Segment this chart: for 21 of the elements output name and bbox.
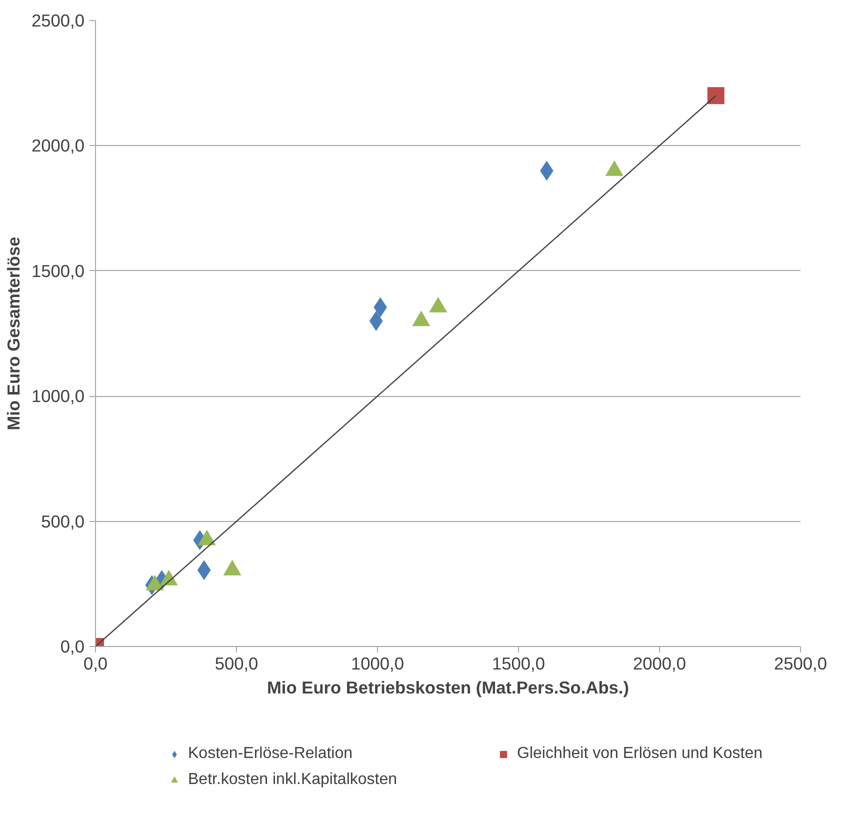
legend-label: Betr.kosten inkl.Kapitalkosten [188,771,398,789]
point [223,560,242,576]
y-tick-label: 1000,0 [32,386,84,406]
y-tick-label: 2500,0 [32,10,84,30]
x-tick-label: 1500,0 [492,654,545,674]
x-tick-label: 2000,0 [633,654,686,674]
x-tick-label: 1000,0 [351,654,404,674]
y-tick-label: 500,0 [41,511,85,532]
x-tick-label: 0,0 [83,654,108,674]
y-tick-label: 1500,0 [32,260,84,281]
y-tick-label: 0,0 [60,636,85,656]
point [198,530,216,546]
x-tick-label: 500,0 [214,654,258,674]
point [412,310,430,326]
x-tick-label: 2500,0 [774,654,827,674]
y-axis-title: Mio Euro Gesamterlöse [4,236,24,430]
y-tick-label: 2000,0 [32,136,84,156]
legend-label: Kosten-Erlöse-Relation [188,745,354,763]
point [146,574,164,590]
x-axis-title: Mio Euro Betriebskosten (Mat.Pers.So.Abs.) [266,678,630,698]
legend-label: Gleichheit von Erlösen und Kosten [517,745,764,763]
